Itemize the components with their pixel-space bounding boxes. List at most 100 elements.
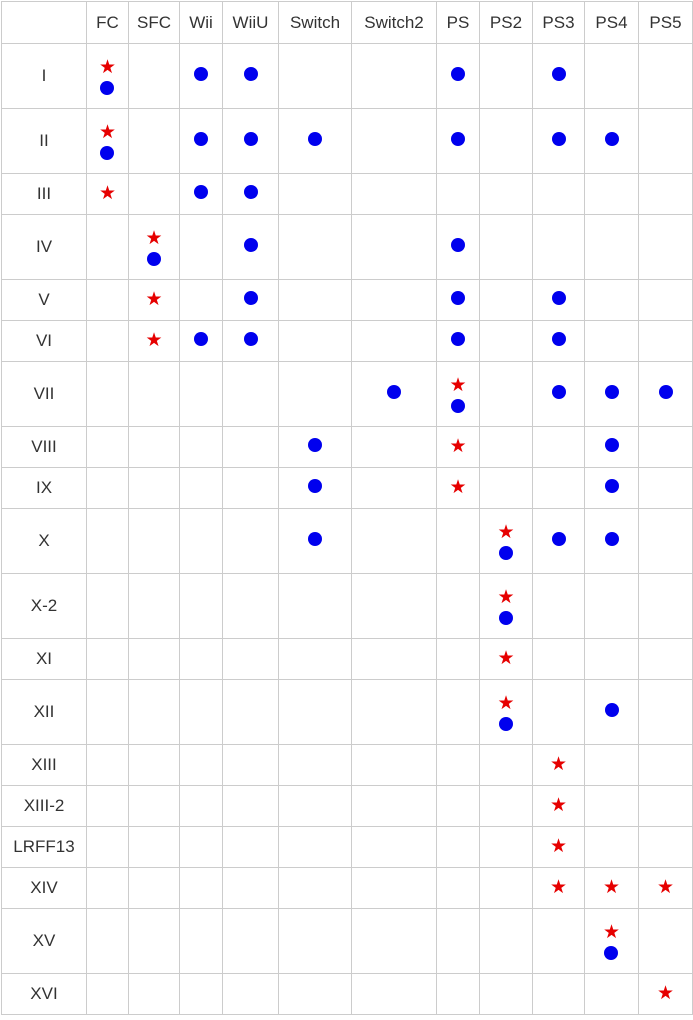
mark-group [194, 332, 208, 346]
dot-icon [451, 291, 465, 305]
dot-icon [551, 291, 566, 305]
cell-ps: ★ [436, 361, 480, 427]
cell-ps [436, 214, 480, 280]
table-row: X-2 ★ [1, 573, 693, 639]
dot-icon [658, 385, 673, 399]
cell-fc [86, 426, 129, 468]
cell-wii [179, 573, 223, 639]
mark-group [551, 291, 566, 305]
cell-fc [86, 214, 129, 280]
mark-group [243, 67, 258, 81]
mark-group [308, 479, 322, 493]
mark-group: ★ [657, 878, 674, 897]
cell-switch2 [351, 785, 437, 827]
dot-icon [604, 945, 619, 960]
mark-group [194, 185, 208, 199]
mark-group: ★ [550, 837, 567, 856]
cell-ps5 [638, 43, 693, 109]
cell-sfc [128, 43, 180, 109]
cell-ps4 [584, 638, 639, 680]
cell-ps3 [532, 320, 585, 362]
dot-icon [498, 610, 513, 625]
row-title: IV [1, 214, 87, 280]
cell-wiiu [222, 43, 279, 109]
cell-switch [278, 214, 352, 280]
dot-icon [604, 385, 619, 399]
column-header-wii: Wii [179, 1, 223, 44]
row-title: X [1, 508, 87, 574]
table-row: I ★ [1, 43, 693, 109]
column-header-fc: FC [86, 1, 129, 44]
cell-sfc [128, 173, 180, 215]
cell-wii [179, 108, 223, 174]
mark-group: ★ [657, 984, 674, 1003]
cell-fc [86, 744, 129, 786]
star-icon: ★ [449, 476, 467, 498]
mark-group: ★ [603, 922, 620, 960]
row-title: III [1, 173, 87, 215]
cell-ps5 [638, 173, 693, 215]
table-row: XIII ★ [1, 744, 693, 786]
table-row: VIII ★ [1, 426, 693, 468]
cell-sfc [128, 508, 180, 574]
cell-wiiu [222, 279, 279, 321]
mark-group: ★ [497, 587, 515, 625]
cell-switch [278, 173, 352, 215]
mark-group: ★ [603, 878, 620, 897]
dot-icon [194, 67, 208, 81]
dot-icon [551, 532, 566, 546]
mark-group [604, 532, 619, 546]
mark-group: ★ [99, 57, 116, 95]
dot-icon [604, 132, 619, 146]
dot-icon [604, 479, 619, 493]
table-row: LRFF13 ★ [1, 826, 693, 868]
cell-switch2 [351, 43, 437, 109]
cell-ps5 [638, 320, 693, 362]
mark-group [243, 332, 258, 346]
cell-sfc: ★ [128, 279, 180, 321]
cell-switch [278, 573, 352, 639]
cell-ps3 [532, 361, 585, 427]
cell-fc [86, 573, 129, 639]
cell-ps5: ★ [638, 973, 693, 1015]
dot-icon [450, 398, 465, 413]
cell-ps4 [584, 108, 639, 174]
cell-wiiu [222, 361, 279, 427]
column-header-sfc: SFC [128, 1, 180, 44]
row-title: XIII-2 [1, 785, 87, 827]
header-row: FC SFC Wii WiiU Switch Switch2 PS PS2 PS3 PS4 PS5 [1, 1, 693, 44]
cell-wii [179, 173, 223, 215]
cell-ps3 [532, 43, 585, 109]
cell-fc [86, 638, 129, 680]
cell-switch2 [351, 508, 437, 574]
mark-group [243, 132, 258, 146]
cell-ps3 [532, 573, 585, 639]
mark-group [243, 185, 258, 199]
cell-ps4: ★ [584, 908, 639, 974]
cell-sfc [128, 744, 180, 786]
cell-switch2 [351, 467, 437, 509]
cell-ps3 [532, 214, 585, 280]
dot-icon [551, 132, 566, 146]
cell-ps3 [532, 638, 585, 680]
column-header-ps3: PS3 [532, 1, 585, 44]
cell-ps4 [584, 973, 639, 1015]
mark-group: ★ [550, 755, 567, 774]
dot-icon [604, 703, 619, 717]
cell-wii [179, 43, 223, 109]
cell-ps [436, 679, 480, 745]
cell-ps3: ★ [532, 785, 585, 827]
mark-group [308, 438, 322, 452]
cell-ps2: ★ [479, 573, 533, 639]
corner-header-cell [1, 1, 87, 44]
row-title: II [1, 108, 87, 174]
row-title: X-2 [1, 573, 87, 639]
mark-group: ★ [145, 331, 162, 350]
cell-fc: ★ [86, 173, 129, 215]
cell-ps2: ★ [479, 638, 533, 680]
mark-group [387, 385, 401, 399]
dot-icon [604, 532, 619, 546]
table-body: I ★ II ★ III ★ IV ★ V ★ VI ★ VII ★ VIII ★ IX ★ X ★ X-2 ★ XI ★ XI… [1, 43, 693, 1015]
cell-wiiu [222, 785, 279, 827]
star-icon: ★ [497, 520, 515, 543]
